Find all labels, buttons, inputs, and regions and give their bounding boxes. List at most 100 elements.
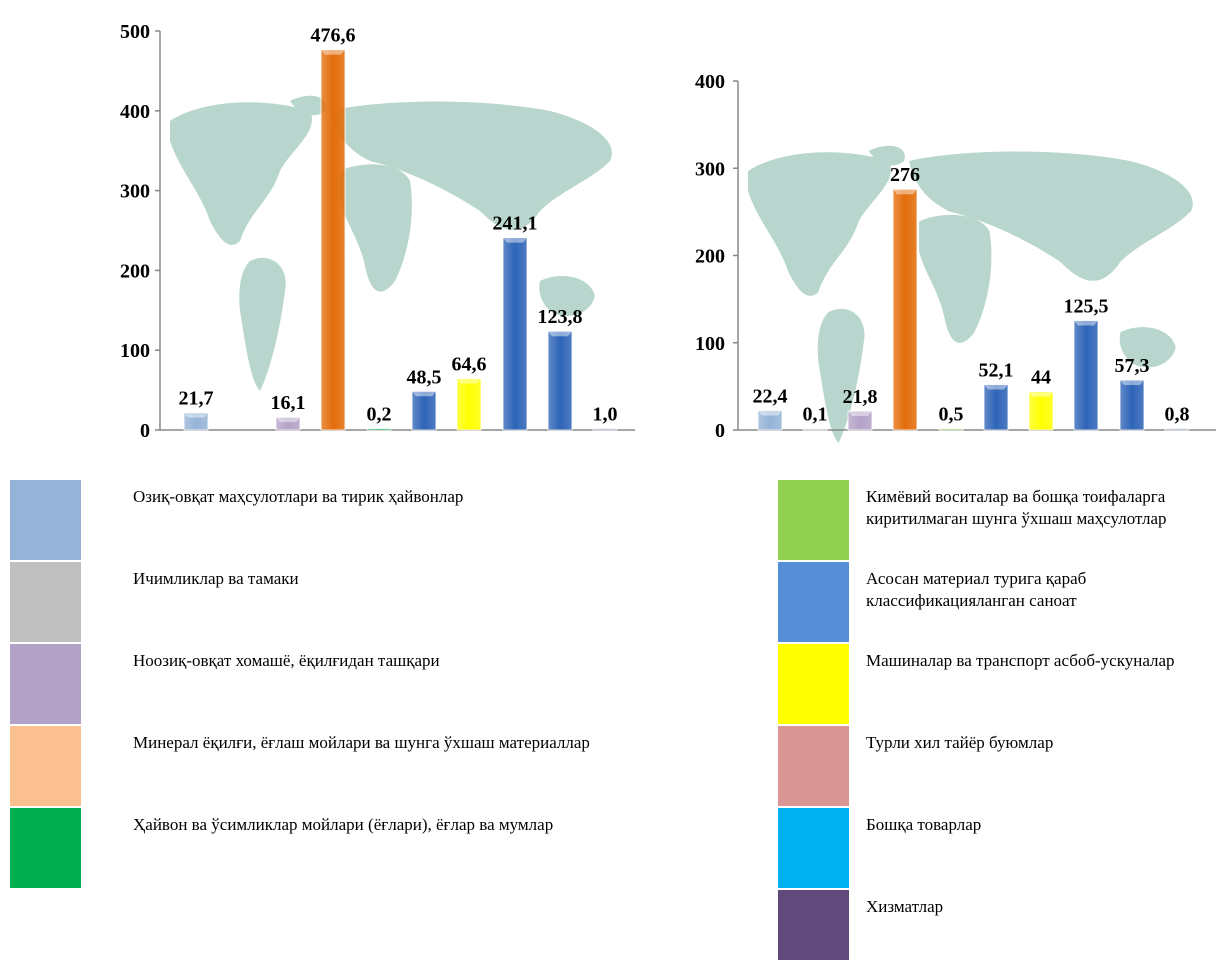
legend-item: Бошқа товарлар xyxy=(778,808,1221,888)
bar xyxy=(183,412,209,431)
bar-data-label: 44 xyxy=(1031,367,1051,389)
map-landmass xyxy=(290,95,326,116)
legend-label: Ноозиқ-овқат хомашё, ёқилғидан ташқари xyxy=(133,651,440,670)
bar-data-label: 64,6 xyxy=(452,353,487,375)
bar xyxy=(592,428,618,431)
bar-data-label: 125,5 xyxy=(1064,296,1109,318)
map-landmass xyxy=(330,101,612,230)
y-tick-label: 400 xyxy=(120,101,150,123)
legend-label: Асосан материал турига қараб классификац… xyxy=(866,569,1087,610)
bar-bevel xyxy=(984,384,1008,390)
bar xyxy=(502,237,528,431)
bar-bevel xyxy=(548,331,572,337)
bar-data-label: 276 xyxy=(890,164,920,186)
bar-bevel xyxy=(457,378,481,384)
map-landmass xyxy=(868,145,905,166)
bar xyxy=(757,410,783,431)
y-tick-label: 200 xyxy=(120,260,150,282)
bar-bevel xyxy=(848,410,872,416)
y-tick-label: 200 xyxy=(695,246,725,268)
legend-item: Машиналар ва транспорт асбоб-ускуналар xyxy=(778,644,1221,724)
map-landmass xyxy=(748,152,891,296)
bar-data-label: 123,8 xyxy=(538,306,583,328)
bar-data-label: 48,5 xyxy=(407,366,442,388)
bar xyxy=(938,428,964,431)
bar xyxy=(456,378,482,431)
bar xyxy=(1073,320,1099,431)
legend-label: Турли хил тайёр буюмлар xyxy=(866,733,1054,752)
legend-swatch xyxy=(778,726,849,806)
bar-data-label: 0,1 xyxy=(803,404,828,426)
legend-label: Хизматлар xyxy=(866,897,944,916)
y-tick-label: 100 xyxy=(120,340,150,362)
map-landmass xyxy=(239,257,286,391)
bar-data-label: 476,6 xyxy=(311,25,356,47)
bar-data-label: 21,8 xyxy=(843,386,878,408)
map-landmass xyxy=(817,308,865,443)
y-tick-label: 0 xyxy=(140,420,150,442)
bar-data-label: 0,2 xyxy=(367,404,392,426)
bar-bevel xyxy=(412,391,436,397)
world-map-background xyxy=(170,95,612,391)
bar xyxy=(366,428,392,431)
bar xyxy=(320,49,346,431)
bar-bevel xyxy=(276,417,300,423)
legend-item: Турли хил тайёр буюмлар xyxy=(778,726,1221,806)
legend-label: Озиқ-овқат маҳсулотлари ва тирик ҳайвонл… xyxy=(133,487,464,506)
map-landmass xyxy=(1119,327,1176,368)
bar-bevel xyxy=(321,49,345,55)
legend-label: Машиналар ва транспорт асбоб-ускуналар xyxy=(866,651,1175,670)
map-landmass xyxy=(919,214,992,343)
legend-item: Ҳайвон ва ўсимликлар мойлари (ёғлари), ё… xyxy=(10,808,730,888)
left-bar-chart: 0 100 200 300 400 500 21,7 16,1 476,6 0,2 48,5 64,6… xyxy=(0,0,640,450)
legend-label: Ичимликлар ва тамаки xyxy=(133,569,299,588)
legend-item: Ноозиқ-овқат хомашё, ёқилғидан ташқари xyxy=(10,644,730,724)
legend-label: Кимёвий воситалар ва бошқа тоифаларга ки… xyxy=(866,487,1167,528)
right-bar-chart: 0 100 200 300 400 22,4 0,1 21,8 276 0,5 52,1 44 125,… xyxy=(660,0,1221,450)
y-tick-label: 500 xyxy=(120,21,150,43)
bar-data-label: 52,1 xyxy=(979,360,1014,382)
bar xyxy=(802,428,828,431)
bar-bevel xyxy=(1029,391,1053,397)
legend-swatch xyxy=(10,562,81,642)
legend-swatch xyxy=(10,726,81,806)
bar-data-label: 0,8 xyxy=(1165,404,1190,426)
world-map-background xyxy=(748,145,1193,443)
y-tick-label: 100 xyxy=(695,333,725,355)
bar-data-label: 1,0 xyxy=(593,404,618,426)
map-landmass xyxy=(539,276,595,316)
y-tick-label: 400 xyxy=(695,71,725,93)
legend-item: Ичимликлар ва тамаки xyxy=(10,562,730,642)
y-tick-label: 0 xyxy=(715,420,725,442)
legend-item: Асосан материал турига қараб классификац… xyxy=(778,562,1221,642)
bar xyxy=(1119,379,1145,431)
y-tick-label: 300 xyxy=(695,158,725,180)
legend-item: Минерал ёқилғи, ёғлаш мойлари ва шунга ў… xyxy=(10,726,730,806)
bar xyxy=(892,188,918,431)
bar xyxy=(547,330,573,431)
legend-swatch xyxy=(778,890,849,960)
bar xyxy=(1028,391,1054,431)
legend-swatch xyxy=(778,808,849,888)
bar-data-label: 241,1 xyxy=(493,213,538,235)
legend-swatch xyxy=(778,562,849,642)
legend-item: Кимёвий воситалар ва бошқа тоифаларга ки… xyxy=(778,480,1221,560)
bar-data-label: 57,3 xyxy=(1115,355,1150,377)
bar-data-label: 16,1 xyxy=(271,392,306,414)
bar-data-label: 22,4 xyxy=(753,385,788,407)
bar-bevel xyxy=(503,237,527,243)
bar-bevel xyxy=(184,412,208,418)
legend-swatch xyxy=(778,644,849,724)
bar-chart-svg: 0 100 200 300 400 500 21,7 16,1 476,6 0,2 48,5 64,6… xyxy=(120,21,635,442)
bar xyxy=(1164,428,1190,431)
bar-bevel xyxy=(758,410,782,416)
legend-swatch xyxy=(10,480,81,560)
legend-item: Хизматлар xyxy=(778,890,1221,960)
bar-chart-svg: 0 100 200 300 400 22,4 0,1 21,8 276 0,5 52,1 44 125,… xyxy=(695,71,1216,443)
legend-label: Минерал ёқилғи, ёғлаш мойлари ва шунга ў… xyxy=(133,733,590,752)
map-landmass xyxy=(170,102,313,245)
legend-label: Бошқа товарлар xyxy=(866,815,982,834)
legend-swatch xyxy=(778,480,849,560)
legend-swatch xyxy=(10,808,81,888)
legend-item: Озиқ-овқат маҳсулотлари ва тирик ҳайвонл… xyxy=(10,480,730,560)
